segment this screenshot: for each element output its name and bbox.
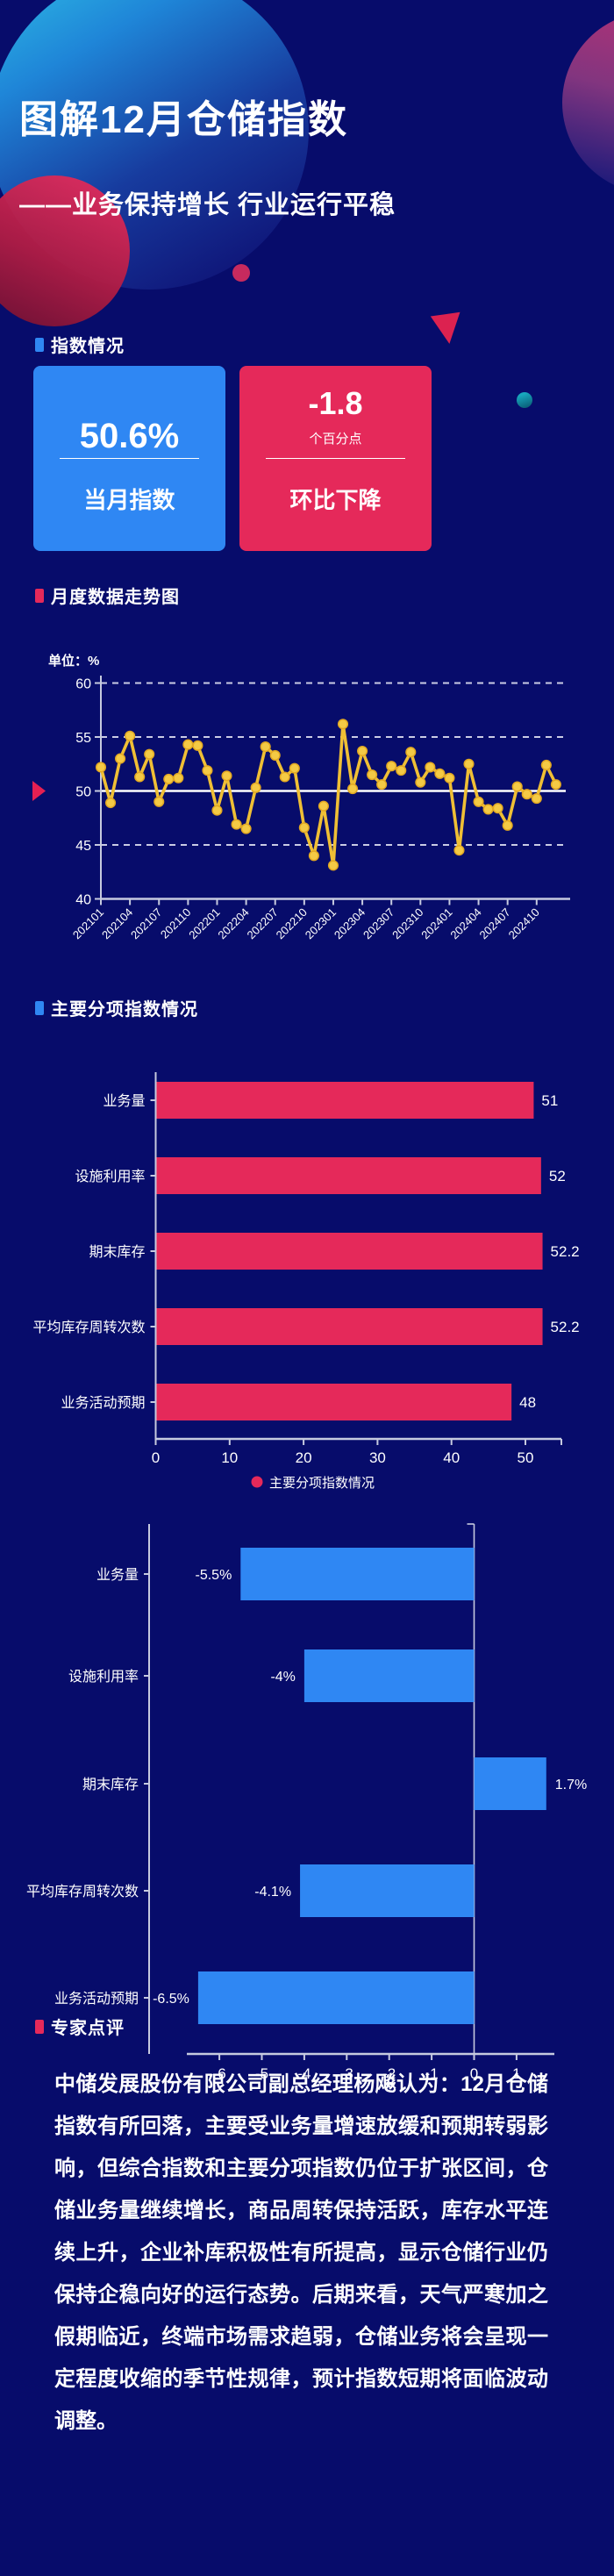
decor-dot-crimson xyxy=(232,264,250,282)
svg-text:202407: 202407 xyxy=(477,905,513,941)
svg-text:55: 55 xyxy=(75,731,91,746)
mom-change-unit: 个百分点 xyxy=(309,432,362,447)
svg-text:-1: -1 xyxy=(425,2065,439,2082)
mom-change-label: 环比下降 xyxy=(289,487,382,513)
svg-text:40: 40 xyxy=(75,893,91,908)
section-bullet-icon xyxy=(35,337,44,352)
svg-text:202410: 202410 xyxy=(506,905,542,941)
svg-text:业务活动预期: 业务活动预期 xyxy=(54,1991,139,2007)
decor-dot-teal xyxy=(517,392,532,408)
svg-text:业务活动预期: 业务活动预期 xyxy=(61,1395,145,1411)
svg-text:48: 48 xyxy=(519,1394,536,1411)
section-bullet-icon xyxy=(35,2019,44,2034)
svg-text:设施利用率: 设施利用率 xyxy=(75,1169,145,1184)
svg-text:202307: 202307 xyxy=(361,905,396,941)
svg-text:-3: -3 xyxy=(340,2065,353,2082)
svg-text:202304: 202304 xyxy=(332,905,368,941)
mom-change-value: -1.8 xyxy=(308,385,363,421)
svg-text:202201: 202201 xyxy=(186,905,222,941)
svg-text:202404: 202404 xyxy=(447,905,483,941)
expert-comment-text: 中储发展股份有限公司副总经理杨飚认为：12月仓储指数有所回落，主要受业务量增速放… xyxy=(54,2072,548,2433)
svg-text:45: 45 xyxy=(75,839,91,854)
svg-text:30: 30 xyxy=(369,1449,386,1466)
svg-text:-6: -6 xyxy=(213,2065,226,2082)
svg-text:-2: -2 xyxy=(382,2065,396,2082)
svg-text:-4.1%: -4.1% xyxy=(254,1885,291,1900)
svg-text:业务量: 业务量 xyxy=(103,1093,145,1109)
svg-text:202310: 202310 xyxy=(389,905,425,941)
section-header-monthly-trend: 月度数据走势图 xyxy=(35,583,180,608)
card-divider xyxy=(60,458,199,459)
current-index-card: 50.6% 当月指数 xyxy=(33,366,225,551)
section-header-sub-index: 主要分项指数情况 xyxy=(35,995,198,1020)
svg-text:202110: 202110 xyxy=(158,905,194,941)
decor-circle-topright xyxy=(562,11,614,194)
svg-text:40: 40 xyxy=(443,1449,460,1466)
svg-text:20: 20 xyxy=(296,1449,312,1466)
svg-text:平均库存周转次数: 平均库存周转次数 xyxy=(26,1884,139,1900)
svg-text:设施利用率: 设施利用率 xyxy=(68,1669,139,1685)
svg-text:1: 1 xyxy=(512,2065,520,2082)
svg-text:单位：%: 单位：% xyxy=(48,653,99,669)
mom-change-card: -1.8 个百分点 环比下降 xyxy=(239,366,432,551)
svg-text:202101: 202101 xyxy=(70,905,106,941)
section-bullet-icon xyxy=(35,588,44,603)
decor-triangle-icon xyxy=(430,311,465,347)
current-index-label: 当月指数 xyxy=(83,487,175,513)
subindex-bar-chart: 0 10 20 30 40 50 业务量 51 设施利用率 52 期末库存 52.2 平均库存周转次数 5… xyxy=(32,1072,580,1491)
svg-text:1.7%: 1.7% xyxy=(555,1778,587,1792)
svg-text:-5: -5 xyxy=(255,2065,268,2082)
svg-text:202301: 202301 xyxy=(303,905,339,941)
section-title: 月度数据走势图 xyxy=(51,588,180,607)
svg-text:60: 60 xyxy=(75,677,91,692)
monthly-trend-line-chart: 单位：%404550556020210120210420210720211020… xyxy=(32,653,570,941)
current-index-value: 50.6% xyxy=(79,417,180,455)
svg-text:0: 0 xyxy=(470,2065,478,2082)
svg-text:主要分项指数情况: 主要分项指数情况 xyxy=(269,1476,375,1491)
svg-text:50: 50 xyxy=(518,1449,534,1466)
section-title: 指数情况 xyxy=(51,337,125,356)
svg-text:202107: 202107 xyxy=(128,905,164,941)
subindex-change-bar-chart: -6 -5 -4 -3 -2 -1 0 1 业务量 -5.5% 设施利用率 -4% 期末库存 1.7% 平均… xyxy=(26,1523,587,2082)
svg-text:期末库存: 期末库存 xyxy=(89,1244,145,1260)
section-header-index-status: 指数情况 xyxy=(35,332,125,357)
section-header-expert: 专家点评 xyxy=(35,2014,125,2039)
page-title: 图解12月仓储指数 xyxy=(19,98,348,141)
svg-text:0: 0 xyxy=(152,1449,160,1466)
svg-text:52.2: 52.2 xyxy=(551,1319,580,1335)
svg-text:52.2: 52.2 xyxy=(551,1243,580,1260)
decor-circle-crimson xyxy=(0,175,130,326)
svg-text:期末库存: 期末库存 xyxy=(82,1777,139,1792)
svg-text:平均库存周转次数: 平均库存周转次数 xyxy=(32,1320,145,1335)
svg-text:10: 10 xyxy=(221,1449,238,1466)
svg-text:202207: 202207 xyxy=(245,905,281,941)
svg-text:51: 51 xyxy=(541,1092,558,1109)
section-bullet-icon xyxy=(35,1000,44,1015)
card-divider xyxy=(266,458,405,459)
svg-text:52: 52 xyxy=(549,1168,566,1184)
svg-text:50: 50 xyxy=(75,785,91,800)
svg-text:202210: 202210 xyxy=(274,905,310,941)
svg-text:-5.5%: -5.5% xyxy=(196,1568,232,1583)
svg-text:202104: 202104 xyxy=(99,905,135,941)
svg-text:-6.5%: -6.5% xyxy=(153,1992,189,2007)
svg-text:业务量: 业务量 xyxy=(96,1567,139,1583)
svg-text:-4: -4 xyxy=(297,2065,311,2082)
section-title: 专家点评 xyxy=(51,2019,125,2038)
svg-text:202204: 202204 xyxy=(215,905,251,941)
svg-text:-4%: -4% xyxy=(270,1670,295,1685)
svg-text:202401: 202401 xyxy=(418,905,454,941)
section-title: 主要分项指数情况 xyxy=(51,1000,198,1020)
page-subtitle: ——业务保持增长 行业运行平稳 xyxy=(19,191,396,219)
